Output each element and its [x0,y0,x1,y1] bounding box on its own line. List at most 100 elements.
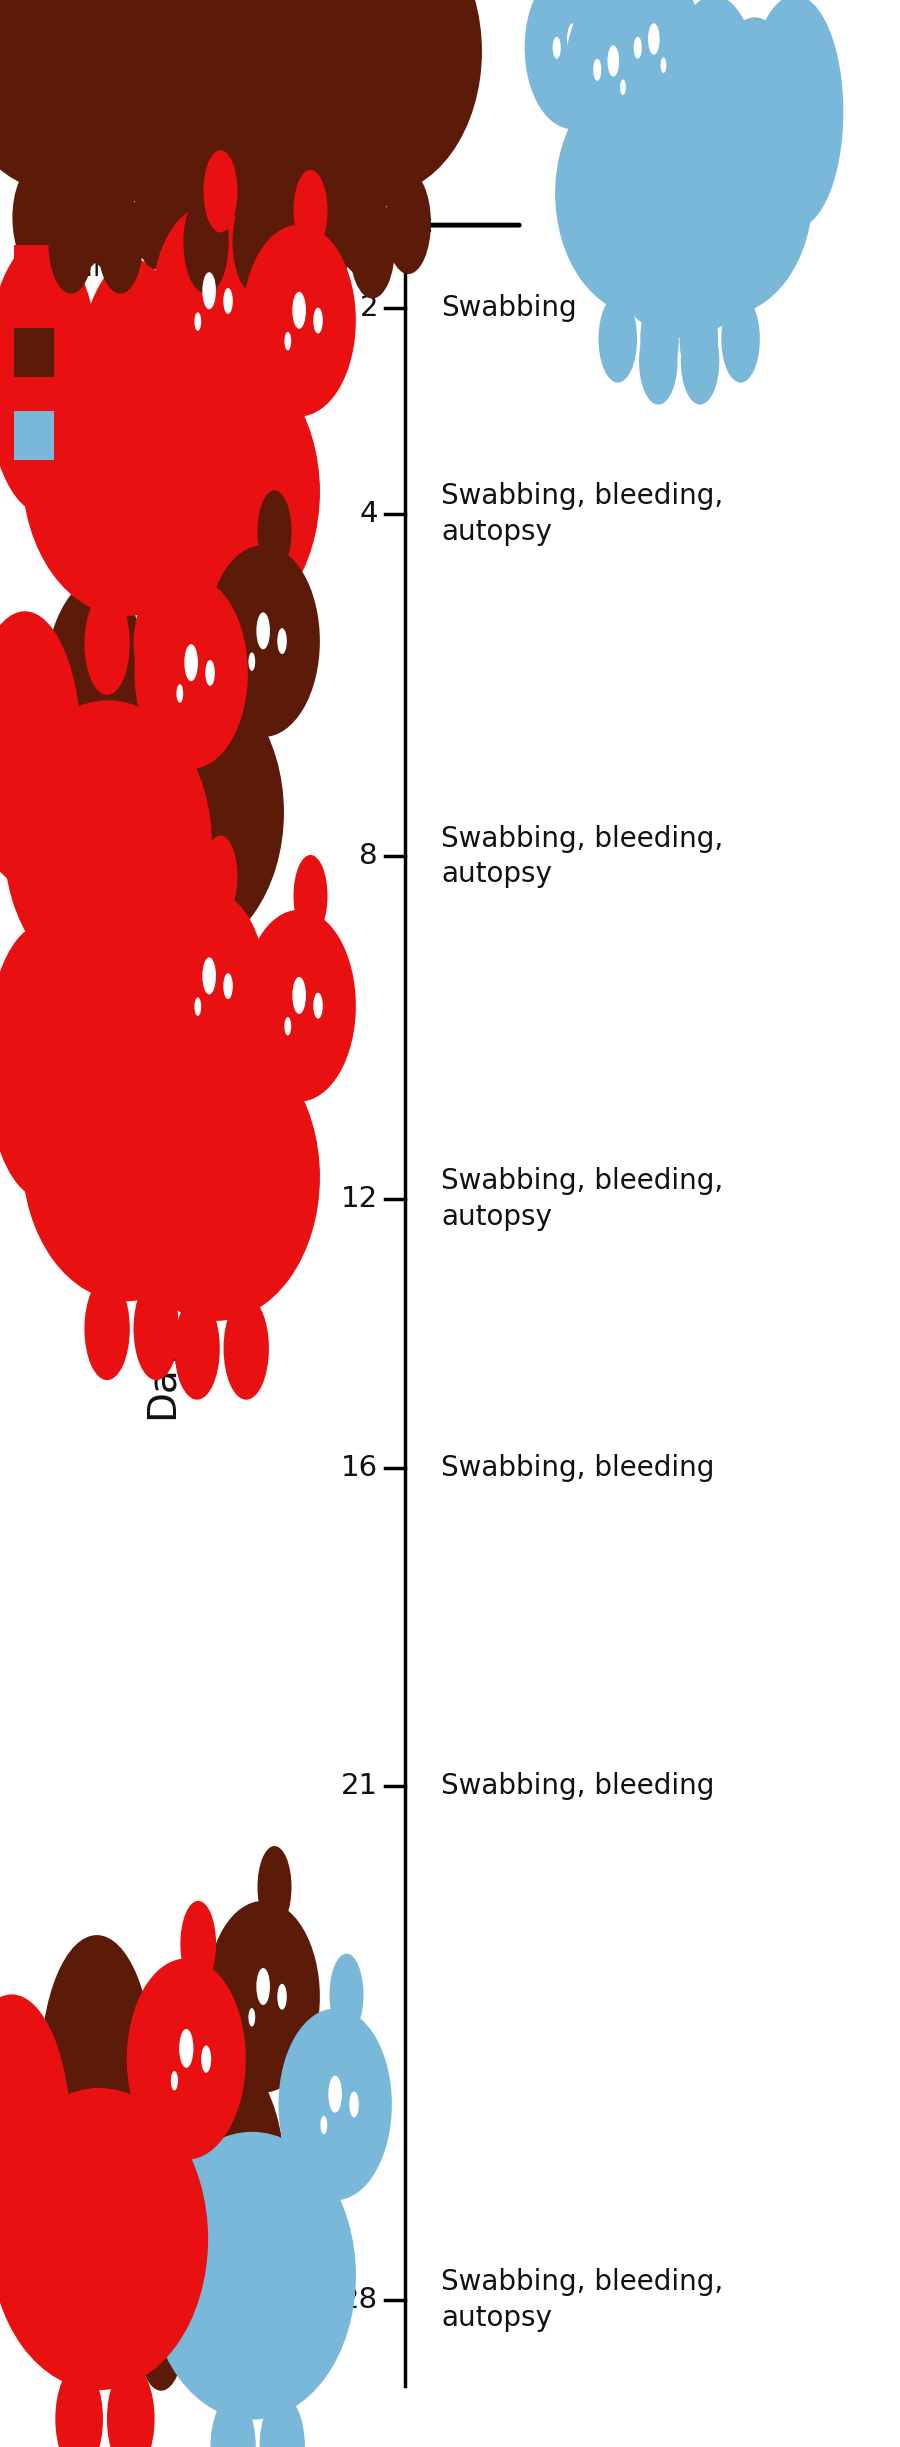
Text: 12: 12 [341,1184,378,1214]
Text: 0: 0 [360,127,378,157]
Ellipse shape [565,0,662,152]
Ellipse shape [278,2009,392,2200]
Ellipse shape [158,0,365,191]
Circle shape [176,685,184,702]
Ellipse shape [223,612,269,715]
Text: 28: 28 [341,2285,378,2315]
Ellipse shape [112,2043,226,2317]
Circle shape [248,653,256,670]
Circle shape [292,291,306,328]
Ellipse shape [61,166,107,269]
Circle shape [179,2029,194,2068]
Ellipse shape [203,834,238,918]
Text: Swabbing, bleeding,
autopsy: Swabbing, bleeding, autopsy [441,1167,724,1231]
Ellipse shape [0,612,82,886]
Text: Swabbing, bleeding,
autopsy: Swabbing, bleeding, autopsy [441,2268,724,2332]
Ellipse shape [329,1953,364,2036]
Ellipse shape [67,964,112,1067]
Ellipse shape [293,169,328,252]
Ellipse shape [220,166,265,269]
Ellipse shape [139,2288,184,2391]
Circle shape [194,998,202,1016]
Circle shape [661,56,666,73]
Ellipse shape [133,166,179,269]
Ellipse shape [337,171,382,274]
Circle shape [634,37,642,59]
Ellipse shape [590,0,618,12]
Ellipse shape [206,546,320,737]
Ellipse shape [349,196,395,299]
Ellipse shape [232,191,278,294]
Ellipse shape [115,964,161,1067]
Circle shape [593,59,601,81]
Circle shape [620,78,625,95]
Circle shape [580,56,585,73]
Circle shape [328,2075,342,2112]
Ellipse shape [238,0,352,93]
Ellipse shape [4,700,212,989]
Circle shape [567,24,579,54]
Circle shape [256,1967,270,2004]
Text: Swabbing, bleeding,
autopsy: Swabbing, bleeding, autopsy [441,482,724,546]
Ellipse shape [238,0,446,220]
Ellipse shape [22,1013,230,1302]
Ellipse shape [0,0,158,191]
Ellipse shape [196,166,242,269]
Text: 16: 16 [341,1454,378,1483]
Ellipse shape [666,0,762,228]
Ellipse shape [49,191,94,294]
Ellipse shape [706,17,803,250]
Ellipse shape [680,318,719,404]
Bar [14,328,54,377]
Text: Days: Days [143,1321,181,1419]
Ellipse shape [121,0,329,215]
Ellipse shape [203,149,238,232]
Ellipse shape [122,0,235,88]
Ellipse shape [85,166,130,269]
Circle shape [202,2046,211,2073]
Ellipse shape [257,1845,292,1928]
Text: Swabbing, bleeding: Swabbing, bleeding [441,1772,715,1801]
Ellipse shape [127,1958,246,2161]
Text: Infected animals: Infected animals [68,257,287,281]
Ellipse shape [313,171,359,274]
Text: 2: 2 [359,294,378,323]
Bar [14,245,54,294]
Ellipse shape [242,910,356,1101]
Circle shape [277,629,287,653]
Ellipse shape [152,206,266,396]
Circle shape [202,272,216,308]
Ellipse shape [180,1901,216,1987]
Ellipse shape [107,2364,155,2447]
Circle shape [320,2117,328,2134]
Ellipse shape [85,1277,130,1380]
Circle shape [202,957,216,993]
Text: Swabbing, bleeding: Swabbing, bleeding [441,1454,715,1483]
Ellipse shape [721,296,760,382]
Ellipse shape [223,1297,269,1400]
Ellipse shape [40,580,154,854]
Ellipse shape [76,259,190,533]
Circle shape [223,974,233,998]
Text: 4: 4 [359,499,378,529]
Ellipse shape [265,171,310,274]
Circle shape [171,2070,178,2090]
Ellipse shape [187,2288,233,2391]
Ellipse shape [0,0,28,88]
Ellipse shape [76,668,284,957]
Ellipse shape [525,0,621,130]
Ellipse shape [76,2024,284,2312]
Ellipse shape [596,93,772,338]
Circle shape [205,661,215,685]
Ellipse shape [211,2396,256,2447]
Ellipse shape [76,945,190,1219]
Ellipse shape [55,2364,103,2447]
Ellipse shape [598,296,637,382]
Ellipse shape [639,318,678,404]
Ellipse shape [206,1901,320,2092]
Ellipse shape [22,328,230,617]
Text: Swabbing: Swabbing [441,294,577,323]
Ellipse shape [640,296,679,382]
Ellipse shape [293,854,328,937]
Ellipse shape [0,1994,71,2283]
